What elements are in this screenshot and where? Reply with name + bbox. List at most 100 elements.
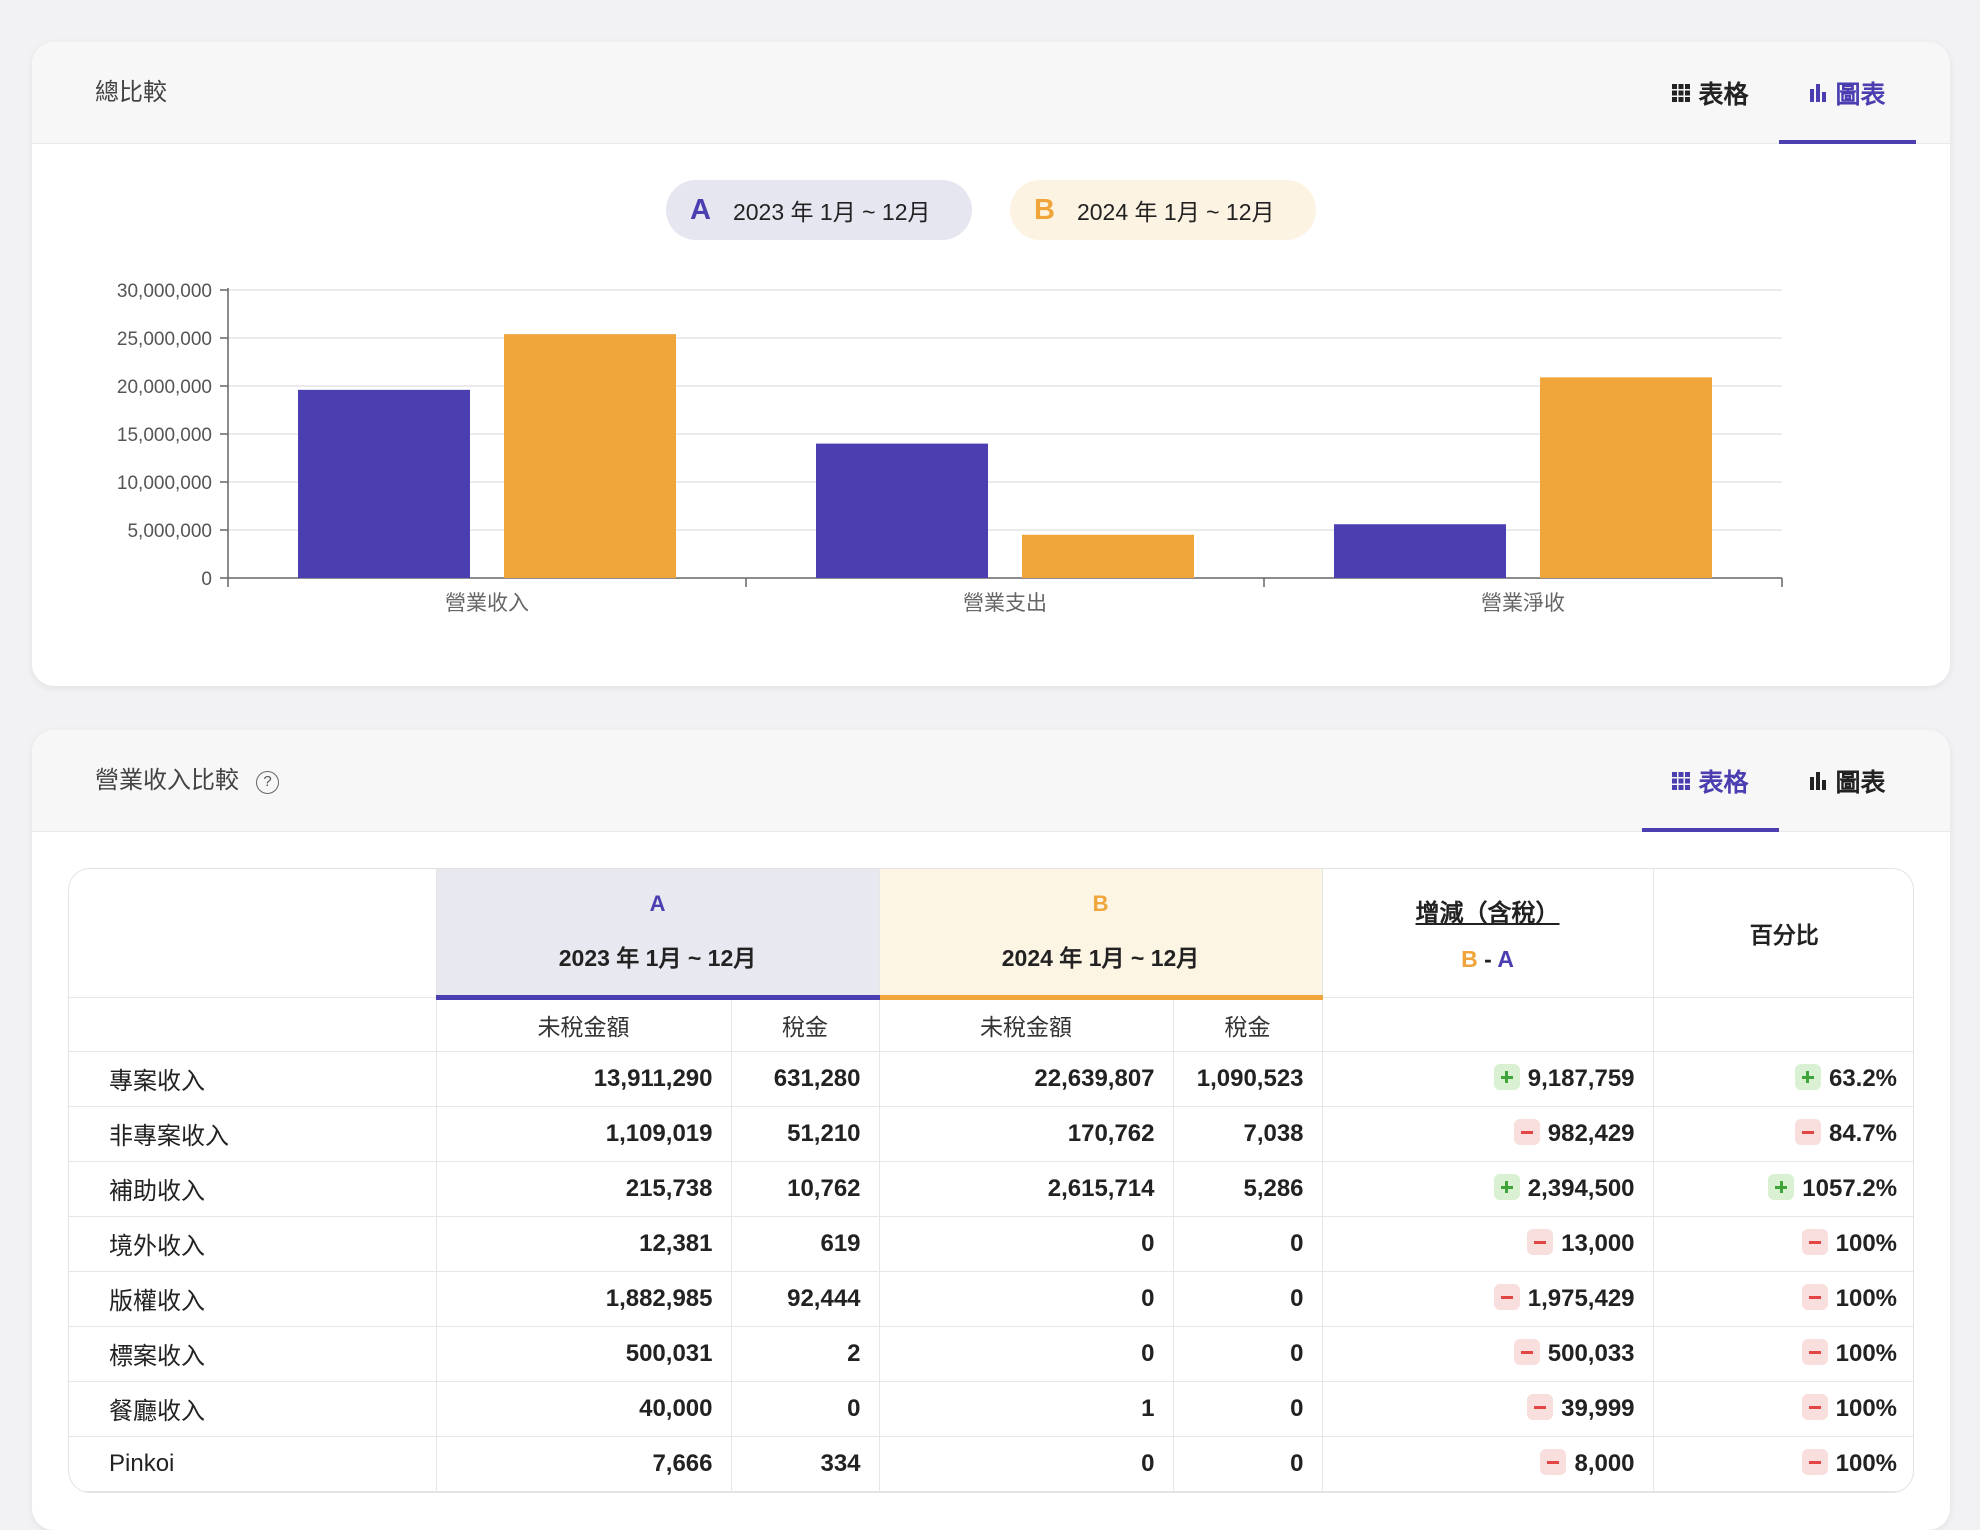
tab-table[interactable]: 表格	[1642, 730, 1779, 832]
increase-icon	[1794, 1064, 1821, 1090]
a-untaxed: 215,738	[436, 1161, 732, 1217]
b-tax-value: 0	[1290, 1394, 1304, 1422]
b-tax: 1,090,523	[1173, 1051, 1323, 1107]
b-untaxed: 22,639,807	[879, 1051, 1174, 1107]
diff: 13,000	[1322, 1216, 1654, 1272]
a-tax-value: 51,210	[787, 1119, 861, 1147]
tab-chart[interactable]: 圖表	[1779, 42, 1916, 144]
a-tax-value: 0	[847, 1394, 861, 1422]
a-untaxed-value: 1,882,985	[605, 1284, 713, 1312]
table-row: 補助收入 215,738 10,762 2,615,714 5,286 2,394,500…	[69, 1161, 1913, 1217]
a-untaxed: 1,882,985	[436, 1271, 732, 1327]
a-tax: 619	[731, 1216, 880, 1272]
b-tax-value: 0	[1290, 1284, 1304, 1312]
x-tick-label: 營業淨收	[1481, 592, 1565, 615]
decrease-icon	[1794, 1119, 1821, 1145]
comparison-bar-chart: 0 5,000,000 10,000,000 15,000,000 20,000,000…	[117, 281, 1783, 615]
row-label: 標案收入	[69, 1326, 437, 1382]
decrease-icon	[1493, 1284, 1520, 1310]
b-tax-value: 0	[1290, 1339, 1304, 1367]
y-tick-label: 30,000,000	[117, 281, 212, 302]
diff-value: 982,429	[1547, 1120, 1635, 1147]
row-label: 專案收入	[69, 1051, 437, 1107]
a-untaxed-value: 13,911,290	[593, 1064, 713, 1092]
diff-value: 39,999	[1561, 1395, 1635, 1422]
a-untaxed: 13,911,290	[436, 1051, 732, 1107]
increase-icon	[1493, 1064, 1520, 1090]
tax-header: 稅金	[1173, 997, 1323, 1052]
y-tick-label: 5,000,000	[127, 521, 212, 542]
bar-b	[1540, 377, 1712, 578]
b-tax: 0	[1173, 1326, 1323, 1382]
legend-letter: B	[1034, 193, 1055, 226]
b-tax-value: 0	[1290, 1229, 1304, 1257]
diff-value: 500,033	[1547, 1340, 1635, 1367]
diff-value: 1,975,429	[1527, 1285, 1635, 1312]
period-letter: A	[649, 890, 666, 916]
view-tabs: 表格 圖表	[1642, 730, 1916, 832]
a-tax-value: 10,762	[787, 1174, 861, 1202]
percent: 100%	[1653, 1436, 1913, 1492]
b-tax: 0	[1173, 1216, 1323, 1272]
a-untaxed: 1,109,019	[436, 1106, 732, 1162]
diff-value: 13,000	[1561, 1230, 1635, 1257]
period-label: 2023 年 1月 ~ 12月	[558, 944, 757, 971]
legend-item-b[interactable]: B 2024 年 1月 ~ 12月	[1010, 180, 1316, 240]
a-tax-value: 92,444	[787, 1284, 861, 1312]
b-tax: 0	[1173, 1271, 1323, 1327]
bar-chart-icon	[1810, 772, 1827, 790]
b-untaxed: 0	[879, 1271, 1174, 1327]
b-tax: 7,038	[1173, 1106, 1323, 1162]
b-untaxed-value: 2,615,714	[1047, 1174, 1155, 1202]
a-untaxed-value: 40,000	[639, 1394, 713, 1422]
b-untaxed: 0	[879, 1216, 1174, 1272]
table-row: 標案收入 500,031 2 0 0 500,033 100%	[69, 1326, 1913, 1382]
diff-title: 增減（含稅）	[1415, 899, 1560, 927]
tab-table[interactable]: 表格	[1642, 42, 1779, 144]
card-title: 總比較	[95, 79, 167, 106]
diff-b: B	[1461, 945, 1478, 972]
bar-a	[1334, 524, 1506, 578]
diff-dash: -	[1477, 945, 1498, 972]
card-title: 營業收入比較	[95, 767, 239, 794]
a-untaxed: 40,000	[436, 1381, 732, 1437]
row-label: Pinkoi	[69, 1436, 437, 1492]
tab-chart[interactable]: 圖表	[1779, 730, 1916, 832]
increase-icon	[1768, 1174, 1795, 1200]
legend-item-a[interactable]: A 2023 年 1月 ~ 12月	[666, 180, 972, 240]
x-tick-label: 營業收入	[445, 592, 529, 615]
period-letter: B	[1092, 890, 1109, 916]
b-tax-value: 1,090,523	[1196, 1064, 1304, 1092]
b-untaxed-value: 0	[1141, 1339, 1155, 1367]
bar-a	[816, 443, 988, 578]
b-untaxed-value: 1	[1141, 1394, 1155, 1422]
row-label-value: 非專案收入	[109, 1123, 229, 1150]
diff-value: 8,000	[1574, 1450, 1635, 1477]
percent-value: 63.2%	[1828, 1065, 1898, 1092]
a-untaxed-value: 500,031	[625, 1339, 713, 1367]
b-untaxed-value: 170,762	[1067, 1119, 1155, 1147]
period-label: 2024 年 1月 ~ 12月	[1001, 944, 1200, 971]
row-label-value: 標案收入	[109, 1343, 205, 1370]
view-tabs: 表格 圖表	[1642, 42, 1916, 144]
b-untaxed-value: 22,639,807	[1034, 1064, 1155, 1092]
help-icon[interactable]: ?	[256, 771, 279, 794]
decrease-icon	[1527, 1229, 1554, 1255]
bar-b	[1022, 534, 1194, 578]
decrease-icon	[1527, 1394, 1554, 1420]
b-tax-value: 0	[1290, 1449, 1304, 1477]
percent-header: 百分比	[1653, 869, 1913, 998]
a-untaxed-value: 12,381	[639, 1229, 713, 1257]
table-row: 專案收入 13,911,290 631,280 22,639,807 1,090,523…	[69, 1051, 1913, 1107]
a-tax: 334	[731, 1436, 880, 1492]
diff-header[interactable]: 增減（含稅） B - A	[1322, 869, 1654, 998]
row-label: 版權收入	[69, 1271, 437, 1327]
row-label: 補助收入	[69, 1161, 437, 1217]
percent: 63.2%	[1653, 1051, 1913, 1107]
b-tax: 0	[1173, 1436, 1323, 1492]
untaxed-header: 未稅金額	[436, 997, 732, 1052]
legend-label: 2023 年 1月 ~ 12月	[732, 199, 931, 225]
table-row: 非專案收入 1,109,019 51,210 170,762 7,038 982,429 8…	[69, 1106, 1913, 1162]
row-label-header	[69, 869, 437, 998]
diff: 2,394,500	[1322, 1161, 1654, 1217]
